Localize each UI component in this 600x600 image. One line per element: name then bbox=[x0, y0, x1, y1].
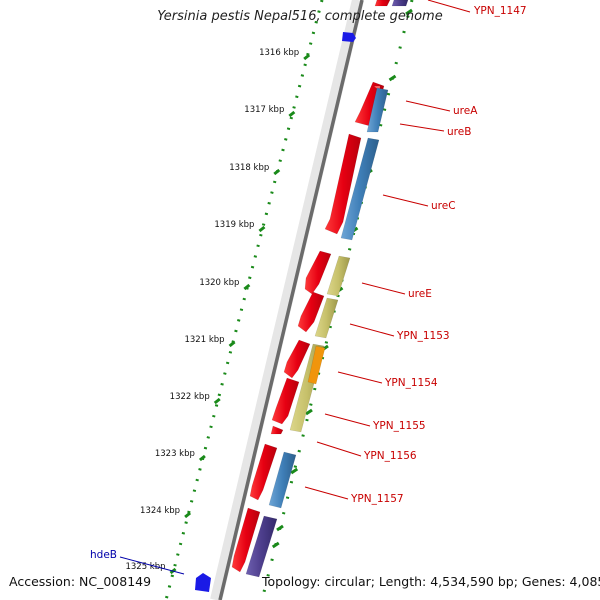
gene-feature bbox=[283, 339, 311, 379]
tick-label: 1316 kbp bbox=[259, 48, 299, 58]
backbone-shadow bbox=[210, 0, 364, 600]
tick-labels: 1316 kbp 1317 kbp 1318 kbp 1319 kbp 1320 kbp… bbox=[125, 48, 299, 572]
gene-label: YPN_1155 bbox=[372, 420, 426, 432]
tick-mark bbox=[243, 283, 251, 291]
gene-label: YPN_1154 bbox=[384, 377, 438, 389]
tick-label: 1320 kbp bbox=[199, 278, 239, 288]
label-leader-line bbox=[399, 123, 445, 132]
label-leader-line bbox=[316, 441, 362, 457]
gene-feature bbox=[245, 515, 278, 578]
reverse-marker-icon bbox=[195, 573, 211, 592]
gene-feature bbox=[304, 250, 332, 295]
gene-label-lines bbox=[119, 0, 471, 575]
tick-ruler-left bbox=[164, 0, 324, 600]
gene-feature bbox=[231, 507, 261, 573]
gene-feature bbox=[271, 377, 300, 425]
gene-feature bbox=[270, 425, 284, 435]
gene-label: YPN_1156 bbox=[363, 450, 417, 462]
backbone-line bbox=[218, 0, 364, 600]
gene-feature bbox=[314, 297, 339, 339]
tick-mark bbox=[288, 110, 296, 118]
tick-label: 1321 kbp bbox=[184, 335, 224, 345]
gene-feature bbox=[374, 0, 391, 7]
gene-label: hdeB bbox=[90, 549, 117, 561]
label-leader-line bbox=[324, 413, 371, 427]
tick-label: 1322 kbp bbox=[170, 392, 210, 402]
gene-feature bbox=[326, 255, 351, 297]
gene-feature bbox=[324, 133, 362, 235]
gene-feature bbox=[340, 137, 380, 241]
tick-label: 1317 kbp bbox=[244, 105, 284, 115]
label-leader-line bbox=[405, 100, 451, 112]
tick-label: 1318 kbp bbox=[229, 163, 269, 173]
gene-feature bbox=[391, 0, 409, 7]
tick-mark bbox=[388, 74, 397, 82]
gene-feature bbox=[268, 451, 297, 509]
tick-mark bbox=[303, 53, 311, 61]
tick-label: 1325 kbp bbox=[125, 562, 165, 572]
gene-label: YPN_1157 bbox=[350, 493, 404, 505]
tick-mark bbox=[184, 511, 192, 519]
tick-label: 1323 kbp bbox=[155, 449, 195, 459]
gene-label: YPN_1147 bbox=[473, 5, 527, 17]
gene-label: YPN_1153 bbox=[396, 330, 450, 342]
tick-mark bbox=[258, 225, 266, 233]
gene-label: ureA bbox=[453, 105, 478, 117]
label-leader-line bbox=[119, 556, 185, 575]
topology-text: Topology: circular; Length: 4,534,590 bp… bbox=[262, 574, 600, 589]
tick-mark bbox=[276, 524, 284, 532]
label-leader-line bbox=[382, 194, 429, 207]
label-leader-line bbox=[337, 371, 383, 384]
gene-feature bbox=[297, 291, 325, 333]
tick-mark bbox=[213, 397, 221, 405]
gene-features bbox=[231, 0, 409, 578]
gene-feature bbox=[366, 87, 389, 133]
gene-label: ureC bbox=[431, 200, 456, 212]
gene-feature bbox=[249, 443, 278, 501]
gene-label: ureE bbox=[408, 288, 432, 300]
tick-label: 1319 kbp bbox=[214, 220, 254, 230]
map-title: Yersinia pestis Nepal516, complete genom… bbox=[157, 9, 443, 24]
tick-mark bbox=[228, 340, 236, 348]
tick-label: 1324 kbp bbox=[140, 506, 180, 516]
tick-mark bbox=[405, 8, 413, 16]
forward-marker-icon bbox=[342, 32, 356, 42]
tick-mark bbox=[305, 408, 313, 416]
tick-mark bbox=[198, 454, 206, 462]
gene-feature bbox=[307, 345, 326, 385]
label-leader-line bbox=[304, 486, 349, 500]
tick-mark bbox=[273, 168, 281, 176]
tick-mark bbox=[271, 541, 280, 549]
gene-label: ureB bbox=[447, 126, 471, 138]
accession-text: Accession: NC_008149 bbox=[9, 574, 152, 589]
label-leader-line bbox=[349, 323, 395, 337]
gene-label-texts: YPN_1147 ureA ureB ureC ureE YPN_1153 YPN_1154… bbox=[90, 5, 527, 561]
tick-mark bbox=[290, 467, 299, 475]
label-leader-line bbox=[427, 0, 471, 13]
label-leader-line bbox=[361, 282, 406, 295]
